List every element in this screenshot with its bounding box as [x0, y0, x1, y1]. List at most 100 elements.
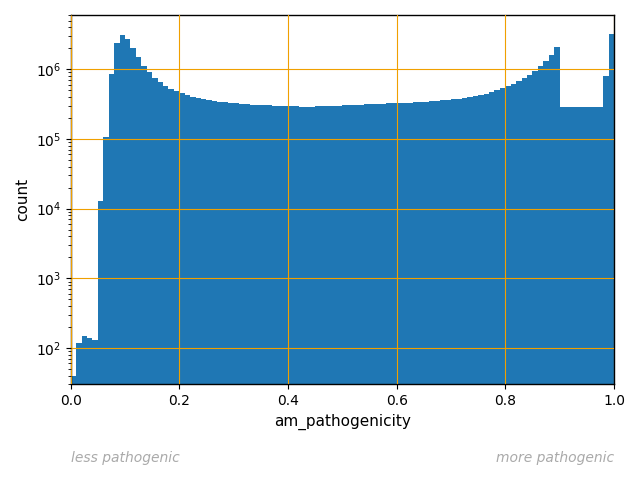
Bar	[212, 101, 218, 480]
Bar	[419, 102, 424, 480]
Bar	[386, 104, 391, 480]
Bar	[424, 102, 429, 480]
Bar	[581, 107, 587, 480]
Bar	[277, 106, 282, 480]
Bar	[429, 101, 435, 480]
Bar	[326, 106, 332, 480]
Bar	[250, 105, 255, 480]
X-axis label: am_pathogenicity: am_pathogenicity	[274, 414, 411, 430]
Bar	[315, 107, 321, 480]
Bar	[120, 35, 125, 480]
Bar	[516, 81, 522, 480]
Bar	[168, 89, 174, 480]
Bar	[592, 107, 598, 480]
Bar	[157, 82, 163, 480]
Bar	[484, 94, 489, 480]
Bar	[532, 71, 538, 480]
Bar	[92, 340, 98, 480]
Bar	[337, 106, 342, 480]
Bar	[234, 103, 239, 480]
Bar	[76, 343, 81, 480]
Bar	[554, 47, 559, 480]
Bar	[445, 100, 451, 480]
Bar	[282, 106, 288, 480]
Bar	[299, 107, 304, 480]
Bar	[114, 43, 120, 480]
Bar	[293, 107, 299, 480]
Bar	[570, 107, 576, 480]
Bar	[131, 48, 136, 480]
Bar	[603, 76, 609, 480]
Bar	[125, 39, 131, 480]
Bar	[228, 103, 234, 480]
Bar	[456, 98, 462, 480]
Bar	[147, 72, 152, 480]
Bar	[380, 104, 386, 480]
Bar	[413, 102, 419, 480]
Bar	[179, 94, 185, 480]
Bar	[364, 105, 369, 480]
Bar	[244, 104, 250, 480]
Bar	[402, 103, 408, 480]
Bar	[451, 99, 456, 480]
Bar	[207, 100, 212, 480]
Bar	[81, 336, 87, 480]
Bar	[218, 102, 223, 480]
Bar	[473, 96, 478, 480]
Bar	[98, 201, 103, 480]
Bar	[288, 106, 293, 480]
Bar	[190, 97, 196, 480]
Bar	[478, 95, 484, 480]
Bar	[587, 107, 592, 480]
Bar	[342, 106, 348, 480]
Bar	[103, 137, 109, 480]
Bar	[87, 338, 92, 480]
Bar	[201, 99, 207, 480]
Bar	[310, 107, 315, 480]
Bar	[136, 57, 141, 480]
Bar	[332, 106, 337, 480]
Bar	[369, 104, 375, 480]
Bar	[261, 105, 266, 480]
Bar	[511, 84, 516, 480]
Text: more pathogenic: more pathogenic	[496, 451, 614, 465]
Bar	[358, 105, 364, 480]
Bar	[321, 106, 326, 480]
Bar	[440, 100, 445, 480]
Bar	[527, 74, 532, 480]
Bar	[489, 92, 495, 480]
Bar	[348, 105, 353, 480]
Bar	[543, 61, 548, 480]
Bar	[375, 104, 380, 480]
Bar	[185, 96, 190, 480]
Bar	[435, 101, 440, 480]
Y-axis label: count: count	[15, 178, 30, 221]
Bar	[506, 86, 511, 480]
Bar	[500, 88, 506, 480]
Bar	[196, 98, 201, 480]
Bar	[239, 104, 244, 480]
Bar	[565, 107, 570, 480]
Bar	[576, 107, 581, 480]
Bar	[266, 106, 272, 480]
Bar	[174, 92, 179, 480]
Bar	[397, 103, 402, 480]
Bar	[353, 105, 358, 480]
Bar	[109, 74, 114, 480]
Bar	[272, 106, 277, 480]
Bar	[152, 78, 157, 480]
Bar	[70, 376, 76, 480]
Bar	[522, 78, 527, 480]
Bar	[462, 98, 467, 480]
Text: less pathogenic: less pathogenic	[70, 451, 179, 465]
Bar	[141, 66, 147, 480]
Bar	[163, 86, 168, 480]
Bar	[408, 103, 413, 480]
Bar	[304, 107, 310, 480]
Bar	[495, 90, 500, 480]
Bar	[548, 55, 554, 480]
Bar	[598, 107, 603, 480]
Bar	[223, 102, 228, 480]
Bar	[609, 34, 614, 480]
Bar	[559, 107, 565, 480]
